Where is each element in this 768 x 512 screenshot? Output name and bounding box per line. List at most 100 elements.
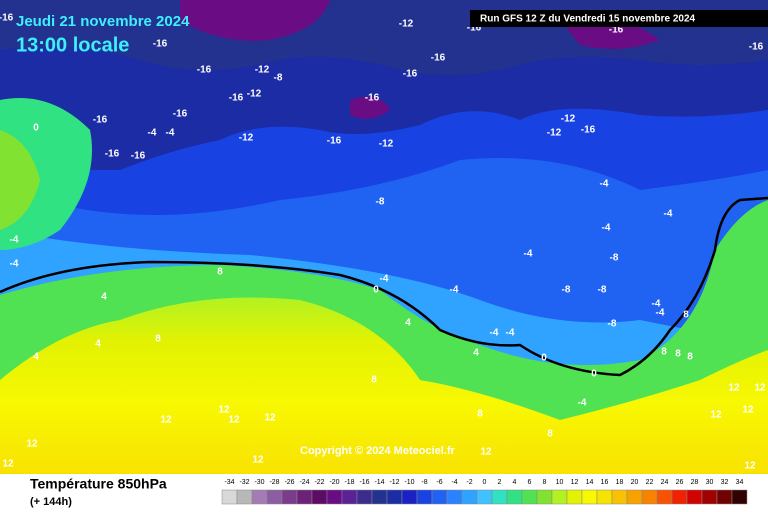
contour-label: 4: [95, 339, 101, 350]
contour-label: 8: [661, 347, 667, 358]
contour-label: -8: [376, 197, 385, 208]
contour-label: 12: [710, 410, 722, 421]
scale-label: -20: [329, 479, 339, 486]
contour-label: -16: [403, 69, 418, 80]
scale-cell: [401, 489, 418, 505]
scale-cell: [536, 489, 553, 505]
contour-label: -4: [148, 128, 157, 139]
contour-label: -16: [609, 25, 624, 36]
scale-cell: [506, 489, 523, 505]
scale-label: 18: [616, 479, 624, 486]
contour-label: -8: [598, 285, 607, 296]
scale-cell: [446, 489, 463, 505]
contour-label: 4: [101, 292, 107, 303]
scale-cell: [341, 489, 358, 505]
scale-label: 22: [646, 479, 654, 486]
contour-label: -12: [247, 89, 262, 100]
contour-label: 4: [405, 318, 411, 329]
contour-label: 8: [683, 310, 689, 321]
contour-label: 8: [155, 334, 161, 345]
contour-label: 12: [264, 413, 276, 424]
contour-label: -12: [399, 19, 414, 30]
contour-label: -4: [664, 209, 673, 220]
scale-cell: [476, 489, 493, 505]
scale-label: -14: [374, 479, 384, 486]
scale-label: 26: [676, 479, 684, 486]
scale-cell: [521, 489, 538, 505]
contour-label: -16: [93, 115, 108, 126]
contour-label: -4: [490, 328, 499, 339]
scale-label: -26: [284, 479, 294, 486]
contour-label: 4: [473, 348, 479, 359]
scale-cell: [641, 489, 658, 505]
scale-label: -28: [269, 479, 279, 486]
contour-label: 12: [26, 439, 38, 450]
scale-cell: [596, 489, 613, 505]
scale-label: -32: [239, 479, 249, 486]
run-box: [470, 10, 768, 27]
contour-label: 4: [33, 352, 39, 363]
contour-label: -4: [578, 398, 587, 409]
contour-label: -12: [547, 128, 562, 139]
scale-label: 8: [543, 479, 547, 486]
extreme-cold-region: [180, 0, 660, 119]
contour-label: 8: [371, 375, 377, 386]
scale-label: 0: [483, 479, 487, 486]
scale-cell: [686, 489, 703, 505]
scale-label: 34: [736, 479, 744, 486]
scale-cell: [251, 489, 268, 505]
scale-label: 14: [586, 479, 594, 486]
contour-label: -8: [608, 319, 617, 330]
scale-label: 16: [601, 479, 609, 486]
scale-cell: [311, 489, 328, 505]
scale-cell: [281, 489, 298, 505]
contour-label: -16: [131, 151, 146, 162]
scale-cell: [551, 489, 568, 505]
scale-label: 20: [631, 479, 639, 486]
scale-cell: [701, 489, 718, 505]
scale-label: 32: [721, 479, 729, 486]
scale-cell: [611, 489, 628, 505]
scale-label: 10: [556, 479, 564, 486]
forecast-time: 13:00 locale: [16, 34, 129, 56]
contour-label: -16: [581, 125, 596, 136]
scale-cell: [236, 489, 253, 505]
scale-label: -6: [436, 479, 442, 486]
scale-label: -10: [404, 479, 414, 486]
contour-label: -12: [379, 139, 394, 150]
contour-label: 8: [675, 349, 681, 360]
scale-label: -12: [389, 479, 399, 486]
contour-label: -16: [229, 93, 244, 104]
contour-label: 0: [373, 285, 379, 296]
contour-label: 0: [541, 353, 547, 364]
scale-label: 4: [513, 479, 517, 486]
scale-label: -8: [421, 479, 427, 486]
footer-title: Température 850hPa: [30, 476, 167, 492]
contour-label: 8: [217, 267, 223, 278]
scale-label: 2: [498, 479, 502, 486]
scale-cell: [626, 489, 643, 505]
contour-label: 12: [744, 461, 756, 472]
scale-label: -22: [314, 479, 324, 486]
scale-label: -34: [224, 479, 234, 486]
scale-label: -30: [254, 479, 264, 486]
contour-label: -16: [431, 53, 446, 64]
scale-cell: [731, 489, 748, 505]
contour-label: -4: [602, 223, 611, 234]
scale-label: -16: [359, 479, 369, 486]
scale-label: -2: [466, 479, 472, 486]
contour-label: 12: [218, 405, 230, 416]
scale-cell: [356, 489, 373, 505]
contour-label: -16: [467, 23, 482, 34]
scale-cell: [296, 489, 313, 505]
scale-cell: [266, 489, 283, 505]
scale-label: -4: [451, 479, 457, 486]
contour-label: 0: [33, 123, 39, 134]
contour-label: -8: [562, 285, 571, 296]
scale-label: -18: [344, 479, 354, 486]
contour-label: -16: [365, 93, 380, 104]
contour-label: -4: [450, 285, 459, 296]
contour-label: -16: [197, 65, 212, 76]
run-info: Run GFS 12 Z du Vendredi 15 novembre 202…: [480, 14, 696, 25]
